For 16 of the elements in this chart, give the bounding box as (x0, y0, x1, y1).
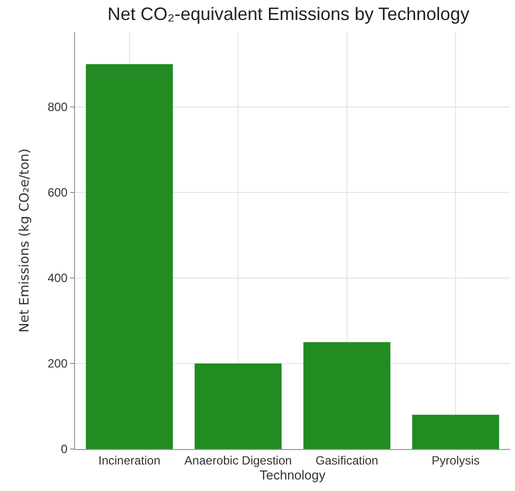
y-tick-label: 800 (48, 100, 68, 114)
y-tick-label: 200 (48, 356, 68, 371)
y-tick-label: 0 (60, 442, 68, 456)
y-tick-label: 600 (48, 186, 68, 200)
x-tick-label: Anaerobic Digestion (184, 453, 292, 468)
bar (303, 342, 390, 449)
y-axis-title: Net Emissions (kg CO₂e/ton) (18, 148, 33, 332)
x-tick-label: Gasification (316, 453, 378, 468)
x-axis-title: Technology (260, 467, 326, 482)
x-tick-label: Pyrolysis (432, 453, 480, 468)
chart-title: Net CO₂-equivalent Emissions by Technology (107, 4, 470, 24)
y-tick-label: 400 (48, 271, 68, 286)
x-tick-label: Incineration (98, 453, 160, 468)
bar (194, 363, 282, 449)
bar (86, 64, 173, 449)
bar (412, 414, 500, 449)
